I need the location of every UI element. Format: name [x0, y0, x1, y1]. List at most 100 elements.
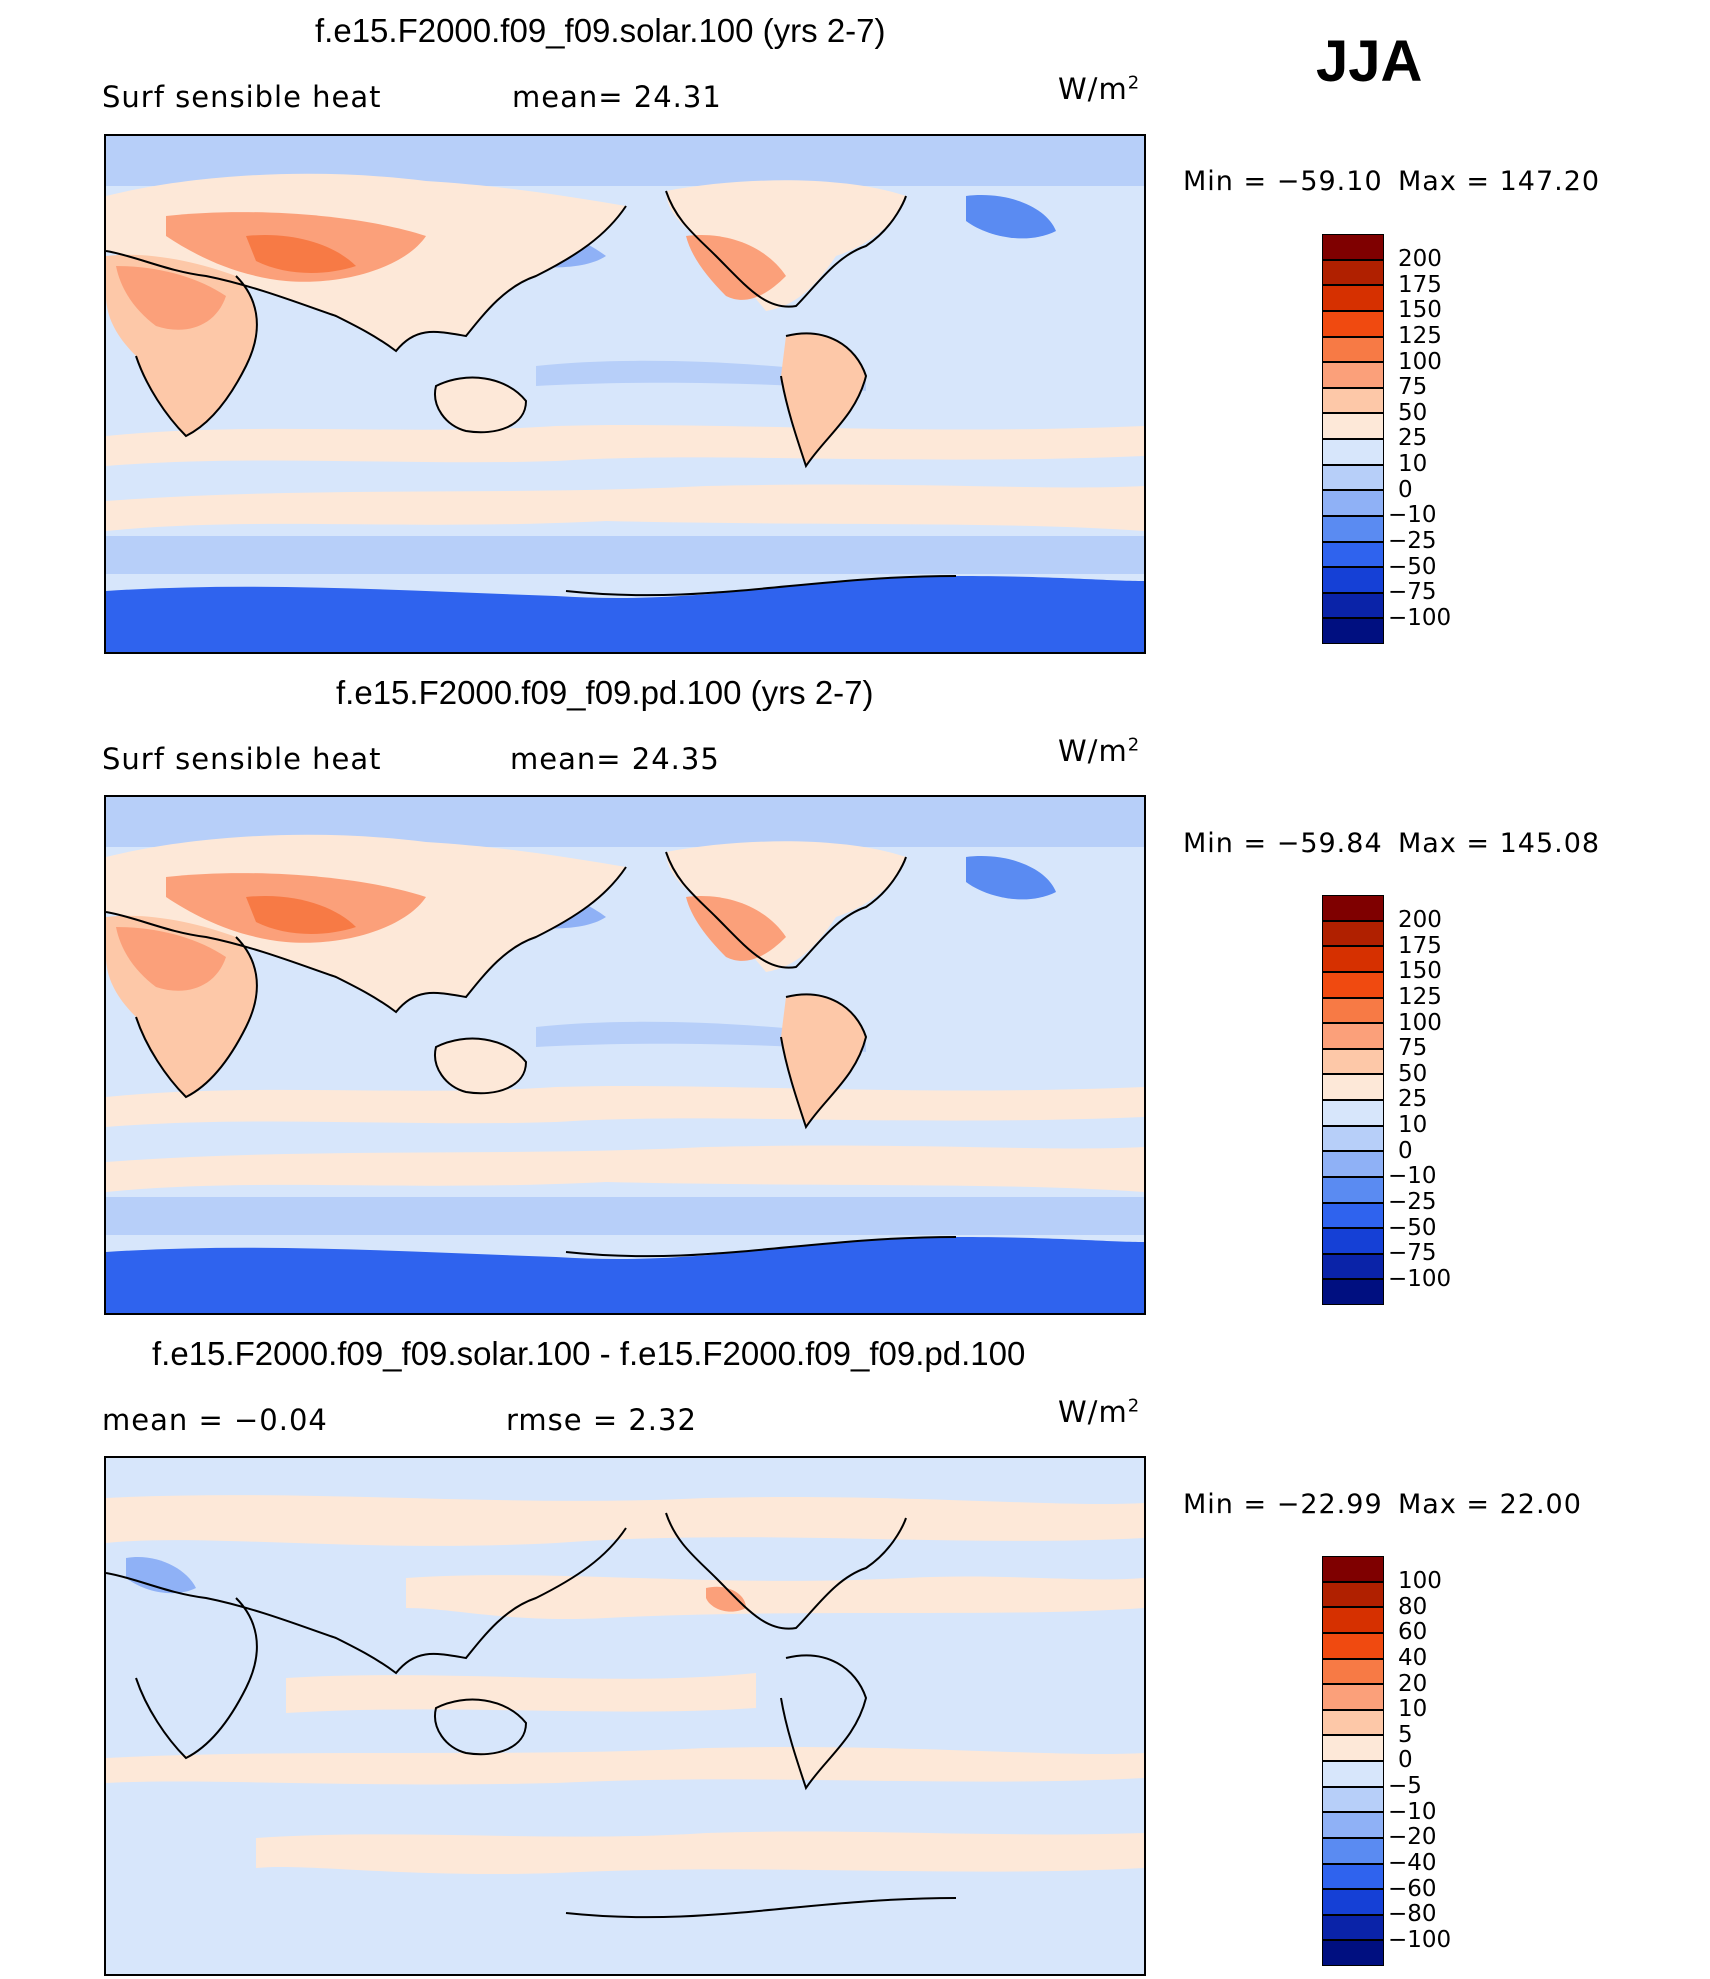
- colorbar-swatch: [1322, 1279, 1384, 1305]
- colorbar-tick-label: −60: [1388, 1875, 1437, 1902]
- colorbar-tick-label: −25: [1388, 1188, 1437, 1215]
- colorbar-swatch: [1322, 1100, 1384, 1126]
- colorbar-tick-label: −5: [1388, 1773, 1422, 1799]
- colorbar-swatch: [1322, 1202, 1384, 1229]
- colorbar-tick-label: 10: [1398, 1696, 1428, 1723]
- colorbar-swatch: [1322, 971, 1384, 998]
- colorbar-swatch: [1322, 1786, 1384, 1813]
- colorbar-swatch: [1322, 541, 1384, 568]
- colorbar-swatch: [1322, 1940, 1384, 1966]
- colorbar-swatch: [1322, 1176, 1384, 1203]
- panel-1-variable-label: Surf sensible heat: [102, 80, 382, 114]
- colorbar-swatch: [1322, 1761, 1384, 1787]
- colorbar-tick-label: 80: [1398, 1593, 1428, 1620]
- colorbar-tick-label: 25: [1398, 425, 1428, 452]
- colorbar-swatch: [1322, 490, 1384, 516]
- colorbar-swatch: [1322, 515, 1384, 542]
- panel-3-map: [104, 1456, 1146, 1976]
- colorbar-tick-label: 150: [1398, 297, 1442, 324]
- colorbar-tick-label: 0: [1398, 476, 1413, 503]
- panel-3-units: W/m2: [1058, 1395, 1141, 1429]
- colorbar-swatch: [1322, 1632, 1384, 1659]
- panel-1-mean: mean= 24.31: [512, 80, 722, 114]
- panel-1-units: W/m2: [1058, 72, 1141, 106]
- colorbar-swatch: [1322, 1684, 1384, 1710]
- colorbar-tick-label: −100: [1388, 1265, 1452, 1292]
- colorbar-swatch: [1322, 1709, 1384, 1736]
- colorbar-tick-label: −75: [1388, 579, 1437, 606]
- panel-3-min: Min = −22.99: [1183, 1489, 1383, 1520]
- colorbar-tick-label: 200: [1398, 907, 1442, 933]
- colorbar-tick-label: 50: [1398, 1060, 1428, 1087]
- colorbar-swatch: [1322, 920, 1384, 947]
- colorbar-tick-label: −10: [1388, 502, 1437, 529]
- colorbar-swatch: [1322, 1812, 1384, 1838]
- colorbar-swatch: [1322, 1735, 1384, 1761]
- colorbar-tick-label: 50: [1398, 399, 1428, 426]
- colorbar-tick-label: −10: [1388, 1798, 1437, 1825]
- colorbar-swatch: [1322, 1889, 1384, 1915]
- colorbar-swatch: [1322, 1837, 1384, 1864]
- panel-1-min: Min = −59.10: [1183, 166, 1383, 197]
- season-label: JJA: [1316, 29, 1423, 94]
- panel-3-rmse: rmse = 2.32: [506, 1403, 697, 1437]
- colorbar-swatch: [1322, 387, 1384, 414]
- colorbar-tick-label: 25: [1398, 1086, 1428, 1113]
- colorbar-swatch: [1322, 592, 1384, 619]
- colorbar-swatch: [1322, 895, 1384, 921]
- colorbar-tick-label: −100: [1388, 1926, 1452, 1953]
- colorbar-tick-label: −80: [1388, 1901, 1437, 1928]
- colorbar-swatch: [1322, 997, 1384, 1024]
- colorbar-tick-label: 150: [1398, 958, 1442, 985]
- panel-1-map: [104, 134, 1146, 654]
- colorbar-tick-label: 0: [1398, 1747, 1413, 1774]
- panel-2-max: Max = 145.08: [1398, 828, 1601, 859]
- colorbar-tick-label: −40: [1388, 1849, 1437, 1876]
- colorbar-tick-label: 175: [1398, 271, 1442, 298]
- colorbar-tick-label: 10: [1398, 451, 1428, 477]
- panel-3-max: Max = 22.00: [1398, 1489, 1582, 1520]
- colorbar-tick-label: 100: [1398, 1009, 1442, 1036]
- panel-2-title: f.e15.F2000.f09_f09.pd.100 (yrs 2-7): [336, 674, 874, 711]
- panel-2-colorbar: [1322, 895, 1384, 1305]
- panel-2-units: W/m2: [1058, 734, 1141, 768]
- colorbar-tick-label: 20: [1398, 1670, 1428, 1697]
- panel-3-map-svg: [106, 1458, 1144, 1974]
- colorbar-tick-label: 125: [1398, 322, 1442, 349]
- panel-2-map-svg: [106, 797, 1144, 1313]
- colorbar-swatch: [1322, 285, 1384, 311]
- colorbar-tick-label: 60: [1398, 1619, 1428, 1646]
- panel-2-min: Min = −59.84: [1183, 828, 1383, 859]
- colorbar-tick-label: 75: [1398, 374, 1428, 401]
- colorbar-tick-label: −20: [1388, 1824, 1437, 1851]
- colorbar-swatch: [1322, 1556, 1384, 1582]
- colorbar-swatch: [1322, 1151, 1384, 1177]
- panel-1-colorbar: [1322, 234, 1384, 644]
- colorbar-tick-label: −50: [1388, 1214, 1437, 1241]
- colorbar-swatch: [1322, 464, 1384, 491]
- colorbar-swatch: [1322, 567, 1384, 593]
- colorbar-swatch: [1322, 1581, 1384, 1608]
- colorbar-swatch: [1322, 259, 1384, 286]
- colorbar-swatch: [1322, 1607, 1384, 1633]
- panel-1-max: Max = 147.20: [1398, 166, 1601, 197]
- colorbar-swatch: [1322, 439, 1384, 465]
- panel-1-map-svg: [106, 136, 1144, 652]
- colorbar-tick-label: −10: [1388, 1163, 1437, 1190]
- panel-2-mean: mean= 24.35: [510, 742, 720, 776]
- colorbar-tick-label: 40: [1398, 1644, 1428, 1671]
- colorbar-swatch: [1322, 1863, 1384, 1890]
- colorbar-swatch: [1322, 1658, 1384, 1685]
- panel-3-mean: mean = −0.04: [102, 1403, 328, 1437]
- colorbar-swatch: [1322, 1048, 1384, 1075]
- panel-2-map: [104, 795, 1146, 1315]
- colorbar-swatch: [1322, 234, 1384, 260]
- colorbar-swatch: [1322, 1125, 1384, 1152]
- colorbar-swatch: [1322, 1023, 1384, 1049]
- colorbar-tick-label: 10: [1398, 1112, 1428, 1138]
- colorbar-tick-label: −75: [1388, 1240, 1437, 1267]
- colorbar-swatch: [1322, 1253, 1384, 1280]
- colorbar-swatch: [1322, 1074, 1384, 1100]
- colorbar-tick-label: 75: [1398, 1035, 1428, 1062]
- colorbar-swatch: [1322, 946, 1384, 972]
